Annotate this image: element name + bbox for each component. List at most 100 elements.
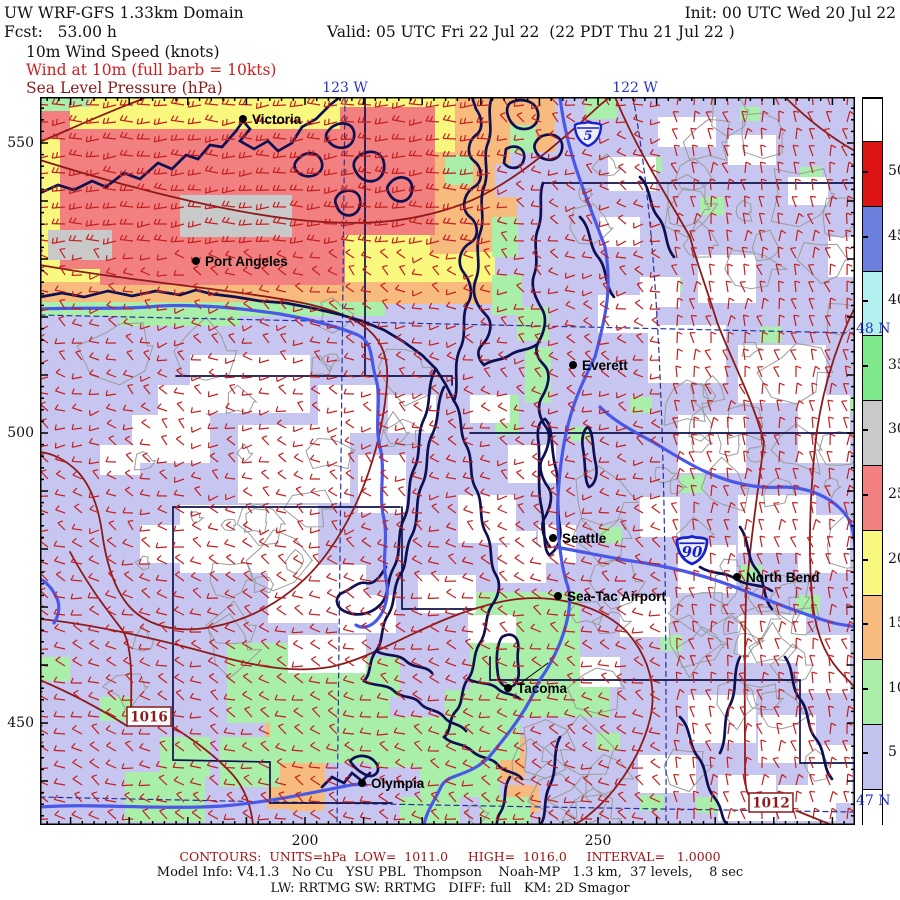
wind-speed-patch-white	[658, 117, 716, 147]
terrain-contour	[745, 444, 767, 463]
terrain-contour	[664, 173, 719, 238]
coastlines-path	[505, 98, 540, 131]
terrain-contour	[654, 466, 678, 484]
terrain-contour	[770, 423, 823, 475]
city-dot	[733, 573, 741, 581]
terrain-contour	[702, 374, 726, 403]
colorbar-segment	[863, 141, 882, 206]
terrain-contour	[675, 156, 715, 191]
highways-path	[422, 97, 610, 825]
terrain-contour	[205, 600, 258, 645]
coastlines-path	[718, 655, 742, 755]
terrain-contour	[663, 379, 712, 427]
wind-speed-patch-white	[758, 715, 816, 763]
colorbar-segment	[863, 271, 882, 335]
coastlines-path	[783, 655, 834, 781]
colorbar-tick-label: 40	[888, 292, 900, 308]
colorbar-tick-label: 50	[888, 163, 900, 179]
terrain-contour	[76, 322, 154, 386]
colorbar-segment	[863, 724, 882, 789]
terrain-contour	[189, 511, 205, 524]
colorbar-segment	[863, 789, 882, 826]
colorbar-tick	[862, 688, 868, 690]
wind-speed-patch-white	[418, 575, 476, 613]
field-label-wind-speed: 10m Wind Speed (knots)	[26, 43, 220, 61]
wind-speed-patch-lgreen	[40, 657, 70, 681]
colorbar-segment	[863, 98, 882, 141]
county-lines-path	[401, 506, 476, 610]
coastlines-path	[398, 385, 446, 577]
x-axis-tick-label: 250	[584, 833, 612, 849]
terrain-contour	[561, 787, 622, 825]
terrain-contour	[209, 562, 255, 599]
colorbar-tick	[862, 623, 868, 625]
terrain-contour	[722, 616, 745, 636]
interstate-5-shield-icon: 5	[573, 120, 603, 148]
terrain-contour	[382, 418, 426, 446]
wind-speed-patch-orange	[40, 282, 492, 304]
graticule-lines-path	[336, 97, 346, 825]
valid-time: Valid: 05 UTC Fri 22 Jul 22 (22 PDT Thu …	[327, 23, 735, 41]
wind-speed-patch-white	[100, 445, 140, 475]
terrain-contour	[133, 451, 157, 471]
coastlines-path	[324, 122, 356, 150]
wind-speed-patch-white	[828, 237, 855, 277]
coastlines-path	[374, 649, 434, 675]
wind-speed-patch-lgreen	[420, 757, 500, 797]
colorbar-tick-label: 10	[888, 680, 900, 696]
terrain-contour	[733, 632, 766, 659]
longitude-label: 123 W	[322, 80, 368, 96]
model-info-line: Model Info: V4.1.3 No Cu YSU PBL Thompso…	[156, 865, 744, 880]
terrain-contour	[826, 302, 855, 336]
city-markers: Victoria Port Angeles Everett Seattle Sea-Ta…	[192, 112, 820, 791]
wind-speed-patch-orange	[290, 797, 322, 811]
terrain-contour	[667, 592, 736, 638]
coastlines-path	[678, 715, 730, 825]
terrain-contour	[236, 443, 254, 463]
contour-info-line: CONTOURS: UNITS=hPa LOW= 1011.0 HIGH= 10…	[179, 849, 721, 864]
coastlines-path	[40, 288, 456, 403]
colorbar-tick	[862, 236, 868, 238]
colorbar-segment	[863, 595, 882, 659]
wind-speed-patch-gray	[48, 230, 112, 260]
terrain-contour	[571, 517, 633, 568]
wind-speed-patch-white	[738, 345, 826, 403]
highways-path	[40, 782, 368, 809]
terrain-contour	[688, 407, 713, 442]
wind-speed-patch-lgreen	[585, 97, 617, 119]
terrain-contour	[511, 738, 551, 781]
wind-speed-patch-lgreen	[160, 737, 210, 777]
terrain-contour	[724, 249, 789, 290]
city-dot	[192, 257, 200, 265]
page-title: UW WRF-GFS 1.33km Domain	[4, 4, 244, 22]
city-dot	[504, 684, 512, 692]
forecast-hour: Fcst: 53.00 h	[4, 23, 117, 41]
coastlines-path	[40, 97, 342, 195]
city-label: Everett	[582, 358, 628, 373]
terrain-contour	[682, 218, 720, 258]
wind-speed-patch-white	[318, 385, 376, 433]
tacoma-leader-line	[517, 662, 549, 686]
colorbar-tick	[862, 300, 868, 302]
terrain-contour	[310, 355, 332, 376]
terrain-contour	[716, 432, 740, 457]
wind-speed-patch-salmon	[100, 265, 345, 285]
field-label-wind-barbs: Wind at 10m (full barb = 10kts)	[26, 61, 277, 79]
forecast-map: 1016 1012 5 90 Victoria Port Angeles Everett Se…	[40, 97, 855, 825]
wind-speed-patch-white	[468, 615, 516, 643]
wind-speed-patch-lgreen	[630, 397, 652, 413]
terrain-contour	[746, 572, 800, 615]
colorbar-tick-label: 25	[888, 486, 900, 502]
colorbar-tick	[862, 559, 868, 561]
wind-speed-patch-white	[798, 635, 850, 693]
terrain-contour	[132, 625, 155, 652]
city-label: North Bend	[746, 570, 820, 585]
terrain-contour	[711, 97, 750, 138]
city-dot	[358, 779, 366, 787]
terrain-contour	[732, 606, 782, 645]
wind-speed-patch-white	[190, 355, 310, 413]
terrain-contour	[253, 575, 275, 594]
wind-speed-colorbar	[862, 97, 883, 826]
coastlines-path	[293, 151, 324, 178]
map-frame	[40, 97, 855, 825]
